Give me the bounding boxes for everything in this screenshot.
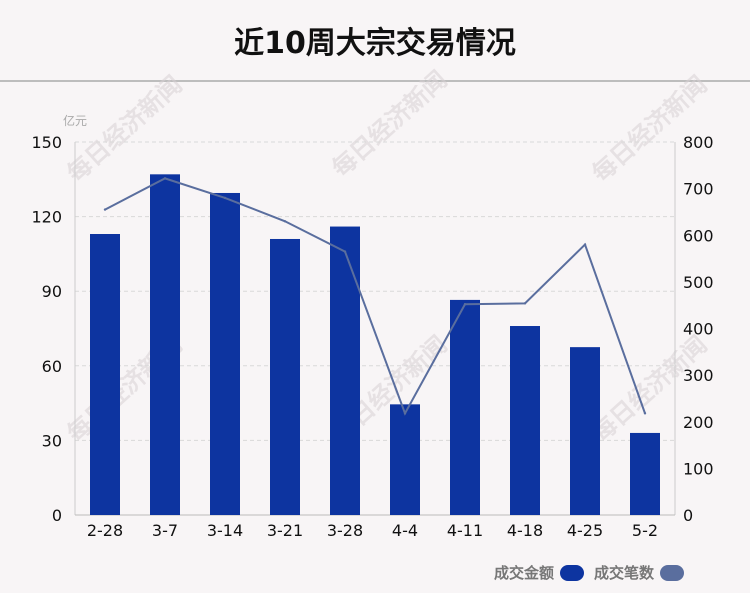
- line-point-5-2: [643, 412, 647, 415]
- line-point-2-28: [103, 208, 107, 211]
- line-point-3-28: [343, 250, 347, 253]
- bar-3-7: [150, 174, 180, 515]
- x-tick-label: 4-25: [567, 521, 603, 540]
- y-right-tick-label: 800: [683, 133, 714, 152]
- bar-4-4: [390, 404, 420, 515]
- y-right-tick-label: 0: [683, 506, 693, 525]
- x-tick-label: 3-14: [207, 521, 243, 540]
- line-point-3-7: [163, 177, 167, 180]
- legend-item-count: 成交笔数: [594, 562, 684, 583]
- y-left-tick-label: 60: [42, 357, 62, 376]
- legend-label-count: 成交笔数: [593, 564, 654, 582]
- watermark-text: 每日经济新闻: [62, 70, 188, 187]
- y-right-tick-label: 300: [683, 366, 714, 385]
- bar-4-11: [450, 299, 480, 515]
- x-tick-label: 3-21: [267, 521, 303, 540]
- y-right-tick-label: 100: [683, 459, 714, 478]
- x-tick-label: 5-2: [632, 521, 658, 540]
- line-series-count: [104, 177, 646, 416]
- x-tick-label: 4-4: [392, 521, 418, 540]
- y-right-tick-label: 700: [683, 180, 714, 199]
- y-right-tick-label: 600: [683, 226, 714, 245]
- y-left-tick-label: 120: [31, 208, 62, 227]
- y-right-tick-label: 200: [683, 413, 714, 432]
- line-point-3-21: [283, 220, 287, 223]
- legend-swatch-count: [660, 564, 684, 581]
- y-left-tick-label: 150: [31, 133, 62, 152]
- y-left-tick-label: 30: [42, 431, 62, 450]
- bar-4-25: [570, 347, 600, 515]
- y-left-tick-label: 90: [42, 282, 62, 301]
- legend-item-amount: 成交金额: [494, 562, 584, 583]
- y-axis-left-unit: 亿元: [63, 113, 87, 128]
- line-point-4-25: [583, 243, 587, 246]
- bar-3-28: [330, 226, 360, 515]
- title-divider: [0, 80, 750, 82]
- x-tick-label: 3-7: [152, 521, 178, 540]
- line-point-4-4: [403, 412, 407, 415]
- y-right-tick-label: 400: [683, 320, 714, 339]
- bar-3-14: [210, 192, 240, 515]
- line-point-4-11: [463, 303, 467, 306]
- legend-label-amount: 成交金额: [493, 564, 554, 582]
- x-tick-label: 3-28: [327, 521, 363, 540]
- chart-title: 近10周大宗交易情况: [234, 26, 516, 61]
- legend-swatch-amount: [559, 564, 584, 581]
- legend: 成交金额 成交笔数: [494, 562, 684, 583]
- x-tick-label: 4-11: [447, 521, 483, 540]
- x-tick-label: 2-28: [87, 521, 123, 540]
- y-right-tick-label: 500: [683, 273, 714, 292]
- y-left-tick-label: 0: [52, 506, 62, 525]
- watermark-text: 每日经济新闻: [587, 70, 713, 187]
- line-point-3-14: [223, 196, 227, 200]
- bar-3-21: [270, 238, 300, 516]
- watermark-text: 每日经济新闻: [327, 65, 453, 182]
- x-tick-label: 4-18: [507, 521, 543, 540]
- bar-4-18: [510, 326, 540, 515]
- bar-2-28: [90, 234, 120, 516]
- bar-5-2: [630, 432, 660, 515]
- line-point-4-18: [523, 302, 527, 305]
